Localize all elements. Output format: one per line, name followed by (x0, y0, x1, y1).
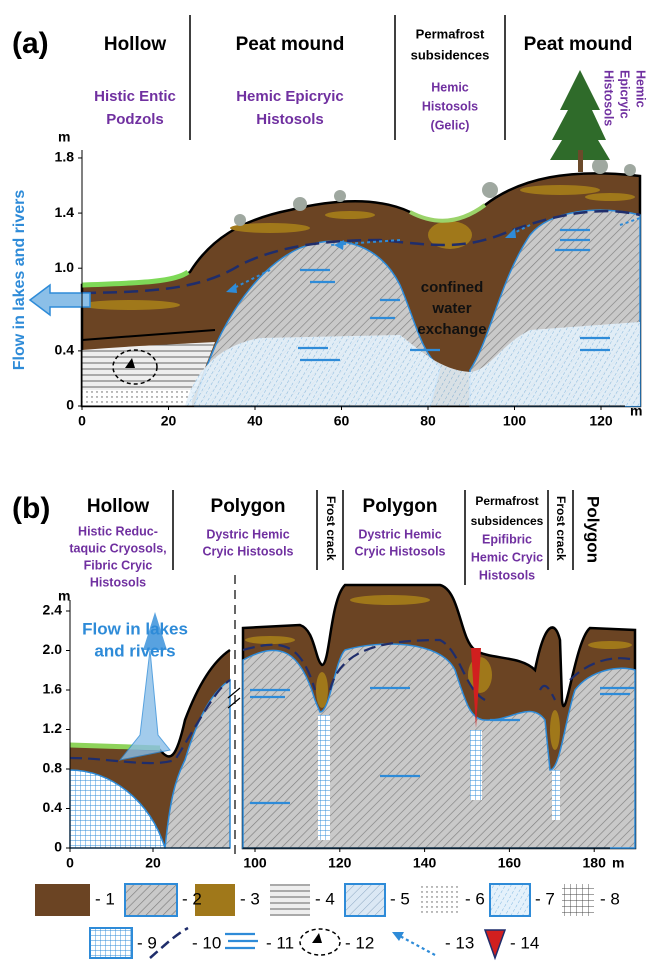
legend-label: - 9 (137, 933, 157, 952)
y-tick-label: 2.0 (43, 641, 63, 657)
soil-name: (Gelic) (431, 118, 470, 132)
zone-title: subsidences (471, 514, 544, 528)
y-tick-label: 0 (66, 397, 74, 413)
soil-name: Histosols (602, 70, 616, 126)
legend-label: - 13 (445, 933, 474, 952)
x-tick-label: 100 (503, 413, 527, 429)
zone-title: Hollow (104, 34, 166, 55)
soil-name: Histosols (422, 99, 478, 113)
legend-label: - 5 (390, 889, 410, 908)
legend-label: - 10 (192, 933, 221, 952)
x-unit: m (612, 855, 624, 871)
y-tick-label: 1.6 (43, 681, 63, 697)
x-unit: m (630, 403, 642, 419)
x-tick-label: 100 (243, 855, 267, 871)
zone-title: Peat mound (236, 34, 345, 55)
section-b (69, 490, 637, 855)
soil-name: Epifibric (482, 532, 532, 546)
soil-name: Dystric Hemic (358, 527, 441, 541)
x-tick-label: 180 (583, 855, 607, 871)
soil-name: Epicryic (618, 70, 632, 119)
zone-title: Permafrost (416, 26, 485, 41)
legend-label: - 2 (182, 889, 202, 908)
legend-label: - 7 (535, 889, 555, 908)
x-tick-label: 20 (161, 413, 177, 429)
y-tick-label: 1.0 (55, 259, 75, 275)
soil-name: Histosols (256, 111, 324, 128)
annotation: confined (421, 279, 484, 296)
soil-name: taquic Cryosols, (69, 541, 166, 555)
y-tick-label: 0.4 (55, 342, 75, 358)
y-tick-label: 0.4 (43, 799, 63, 815)
flow-label: Flow in lakes (82, 619, 188, 638)
y-unit: m (58, 129, 70, 145)
soil-name: Histosols (479, 568, 535, 582)
zone-title: subsidences (411, 47, 490, 62)
soil-name: Histosols (90, 575, 146, 589)
soil-name: Cryic Histosols (202, 544, 293, 558)
soil-name: Cryic Histosols (354, 544, 445, 558)
zone-title: Hollow (87, 496, 149, 517)
y-tick-label: 0 (54, 839, 62, 855)
y-tick-label: 1.2 (43, 720, 63, 736)
section-a (28, 15, 642, 408)
x-tick-label: 160 (498, 855, 522, 871)
x-tick-label: 20 (145, 855, 161, 871)
flow-label: Flow in lakes and rivers (11, 190, 28, 371)
legend-label: - 6 (465, 889, 485, 908)
x-tick-label: 60 (334, 413, 350, 429)
legend-label: - 4 (315, 889, 335, 908)
soil-name: Hemic Epicryic (236, 88, 344, 105)
x-tick-label: 40 (247, 413, 263, 429)
soil-name: Hemic (431, 80, 469, 94)
annotation: water (431, 300, 471, 317)
soil-name: Histic Reduc- (78, 524, 158, 538)
zone-title: Polygon (363, 496, 438, 517)
x-tick-label: 80 (420, 413, 436, 429)
x-tick-label: 140 (413, 855, 437, 871)
x-tick-label: 120 (589, 413, 613, 429)
zone-title: Peat mound (524, 34, 633, 55)
soil-name: Histic Entic (94, 88, 176, 105)
legend-label: - 8 (600, 889, 620, 908)
soil-name: Fibric Cryic (84, 558, 153, 572)
annotation: exchange (417, 321, 486, 338)
zone-title: Frost crack (324, 496, 338, 561)
y-unit: m (58, 588, 70, 604)
soil-name: Hemic (634, 70, 648, 108)
y-tick-label: 0.8 (43, 760, 63, 776)
legend-label: - 11 (266, 933, 294, 952)
panel-label: (a) (12, 27, 49, 60)
y-tick-label: 1.4 (55, 204, 75, 220)
zone-title: Frost crack (554, 496, 568, 561)
zone-title: Polygon (211, 496, 286, 517)
panel-label: (b) (12, 492, 50, 525)
soil-name: Podzols (106, 111, 164, 128)
legend-swatches (35, 883, 594, 961)
y-tick-label: 1.8 (55, 149, 75, 165)
soil-name: Hemic Cryic (471, 550, 543, 564)
legend-label: - 3 (240, 889, 260, 908)
zone-title: Polygon (584, 496, 603, 563)
legend-label: - 12 (345, 933, 374, 952)
legend-label: - 14 (510, 933, 539, 952)
zone-title: Permafrost (475, 494, 538, 508)
x-tick-label: 0 (66, 855, 74, 871)
legend-label: - 1 (95, 889, 115, 908)
flow-label: and rivers (94, 641, 175, 660)
x-tick-label: 0 (78, 413, 86, 429)
soil-name: Dystric Hemic (206, 527, 289, 541)
y-tick-label: 2.4 (43, 602, 63, 618)
x-tick-label: 120 (328, 855, 352, 871)
